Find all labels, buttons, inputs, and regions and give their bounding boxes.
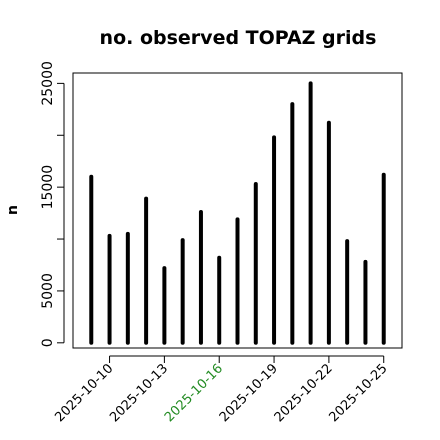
y-axis-label: n: [5, 205, 21, 215]
bars-group: [89, 81, 386, 345]
x-tick-label-2025-10-22: 2025-10-22: [272, 361, 336, 425]
x-axis: 2025-10-102025-10-132025-10-162025-10-19…: [52, 355, 391, 425]
y-axis: 0 5000 15000 25000: [40, 61, 65, 347]
chart-title: no. observed TOPAZ grids: [100, 27, 377, 49]
y-tick-label-5000: 5000: [40, 273, 56, 309]
y-tick-label-25000: 25000: [40, 61, 56, 106]
x-tick-label-2025-10-25: 2025-10-25: [327, 361, 391, 425]
y-tick-label-15000: 15000: [40, 165, 56, 210]
x-tick-label-2025-10-13: 2025-10-13: [107, 361, 171, 425]
plot-frame: [72, 72, 403, 349]
y-tick-label-0: 0: [40, 338, 56, 347]
